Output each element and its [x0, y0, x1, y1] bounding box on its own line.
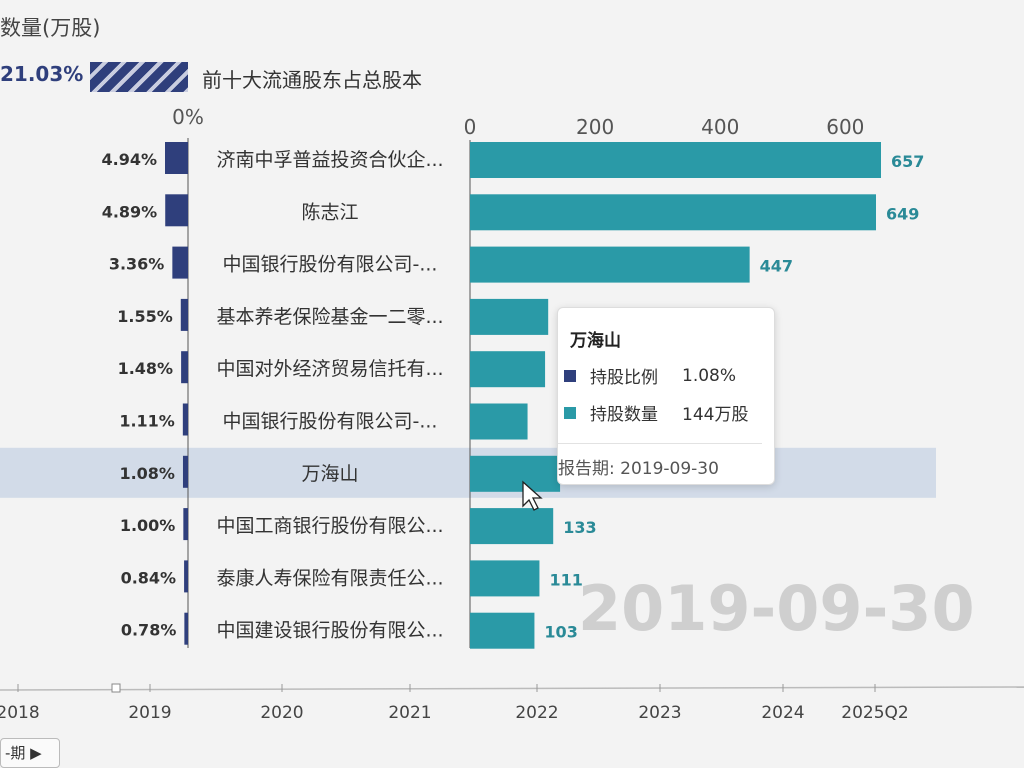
timeline-label: 2019 — [128, 703, 171, 723]
category-label: 中国银行股份有限公司-... — [223, 411, 438, 433]
quantity-label: 447 — [760, 257, 793, 276]
quantity-axis-tick: 600 — [826, 115, 864, 139]
tooltip-row-ratio: 持股比例 1.08% — [564, 363, 774, 388]
ratio-label: 3.36% — [109, 255, 165, 274]
ratio-bar — [181, 351, 188, 384]
highlight-row-band — [0, 447, 936, 498]
timeline-label: 2018 — [0, 703, 40, 723]
tooltip-row-quantity: 持股数量 144万股 — [564, 400, 774, 425]
tooltip-divider — [558, 443, 762, 444]
category-label: 中国工商银行股份有限公... — [216, 515, 443, 537]
category-label: 基本养老保险基金一二零... — [216, 306, 443, 328]
quantity-bar — [470, 560, 540, 597]
quantity-bar — [470, 246, 750, 283]
timeline-label: 2023 — [638, 703, 681, 723]
quantity-axis-tick: 0 — [464, 115, 477, 139]
total-ratio-value: 21.03% — [0, 62, 84, 86]
quantity-axis-tick: 400 — [701, 115, 739, 139]
period-watermark: 2019-09-30 — [578, 572, 975, 645]
ratio-label: 0.78% — [121, 621, 177, 640]
quantity-label: 657 — [891, 152, 924, 171]
category-label: 济南中孚普益投资合伙企... — [216, 149, 443, 171]
quantity-bar — [470, 508, 554, 545]
total-ratio-legend: 前十大流通股东占总股本 — [202, 68, 422, 92]
ratio-label: 1.55% — [117, 307, 173, 326]
ratio-bar — [183, 508, 188, 541]
category-label: 中国对外经济贸易信托有... — [216, 358, 443, 380]
timeline-track — [0, 686, 1024, 691]
category-label: 中国建设银行股份有限公... — [216, 620, 443, 642]
ratio-axis-tick: 0% — [172, 105, 204, 129]
quantity-bar — [470, 194, 876, 231]
timeline-label: 2021 — [388, 703, 431, 723]
quantity-label: 133 — [563, 518, 596, 537]
quantity-label: 111 — [549, 570, 582, 589]
previous-period-button[interactable]: -期 ▶ — [0, 738, 60, 768]
ratio-bar — [172, 246, 188, 279]
tooltip-row-value: 1.08% — [682, 365, 737, 386]
ratio-label: 4.94% — [101, 150, 157, 169]
hover-tooltip: 万海山 持股比例 1.08% 持股数量 144万股 报告期: 2019-09-3… — [557, 307, 775, 485]
quantity-axis-tick: 200 — [576, 115, 614, 139]
partial-axis-title: 数量(万股) — [0, 16, 101, 40]
quantity-label: 649 — [886, 204, 919, 223]
mouse-cursor-icon — [522, 480, 543, 511]
ratio-label: 1.11% — [119, 412, 175, 431]
ratio-bar — [165, 194, 188, 227]
tooltip-row-name: 持股比例 — [590, 368, 658, 388]
category-label: 万海山 — [301, 463, 358, 485]
tooltip-period: 报告期: 2019-09-30 — [558, 459, 719, 479]
ratio-swatch-icon — [564, 369, 576, 382]
ratio-label: 4.89% — [102, 202, 158, 221]
quantity-bar — [470, 455, 561, 492]
quantity-bar — [470, 403, 528, 440]
ratio-bar — [180, 298, 188, 331]
category-label: 陈志江 — [301, 201, 358, 223]
ratio-label: 1.48% — [118, 359, 174, 378]
timeline-label: 2025Q2 — [841, 703, 908, 723]
category-label: 泰康人寿保险有限责任公... — [216, 567, 443, 589]
ratio-label: 1.08% — [119, 464, 175, 483]
tooltip-title: 万海山 — [570, 331, 621, 351]
quantity-bar — [470, 351, 546, 388]
tooltip-row-name: 持股数量 — [590, 405, 658, 425]
total-ratio-hatch-swatch — [90, 62, 188, 92]
timeline-label: 2020 — [260, 703, 303, 723]
ratio-bar — [184, 612, 188, 645]
ratio-label: 0.84% — [121, 568, 177, 587]
quantity-bar — [470, 298, 549, 335]
quantity-bar — [470, 142, 881, 178]
ratio-bar — [182, 455, 188, 488]
timeline-label: 2022 — [515, 703, 558, 723]
ratio-bar — [184, 560, 188, 593]
ratio-label: 1.00% — [120, 516, 176, 535]
quantity-bar — [470, 612, 535, 649]
timeline-handle — [111, 683, 121, 693]
quantity-swatch-icon — [564, 406, 576, 419]
ratio-bar — [165, 142, 188, 174]
quantity-label: 103 — [544, 623, 577, 642]
timeline-label: 2024 — [761, 703, 804, 723]
tooltip-row-value: 144万股 — [682, 405, 749, 425]
category-label: 中国银行股份有限公司-... — [223, 254, 438, 276]
ratio-bar — [182, 403, 188, 436]
